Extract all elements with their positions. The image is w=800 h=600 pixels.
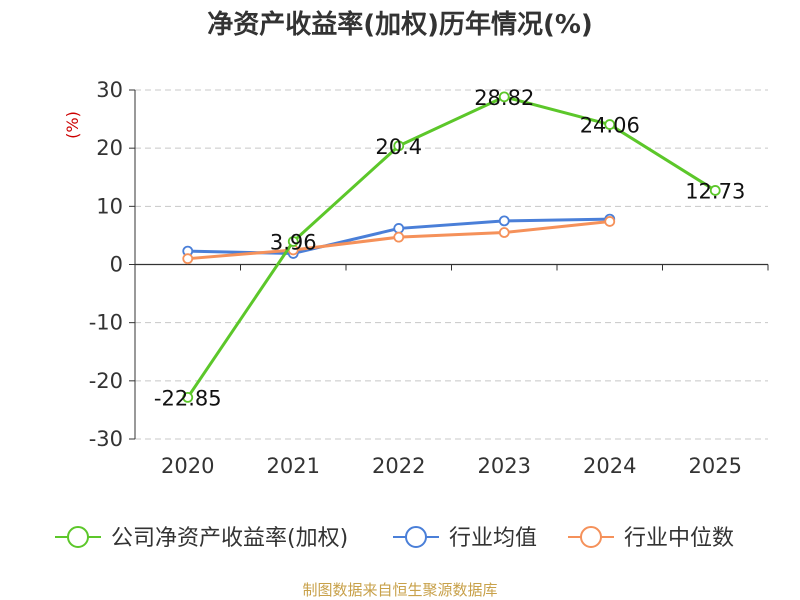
data-point	[498, 91, 510, 103]
legend-item: 行业均值	[393, 526, 537, 551]
legend-item: 行业中位数	[568, 526, 734, 551]
data-point	[604, 216, 616, 227]
data-label: 24.06	[580, 114, 640, 138]
x-tick-label: 2023	[478, 454, 531, 478]
x-tick-label: 2025	[689, 454, 742, 478]
legend-swatch-marker	[405, 526, 427, 548]
legend-swatch-marker	[580, 526, 602, 548]
series-lines	[182, 91, 721, 403]
data-label: -22.85	[154, 386, 222, 410]
data-point	[287, 236, 299, 247]
x-tick-label: 2022	[372, 454, 425, 478]
y-tick-label: 30	[96, 78, 123, 102]
chart-title: 净资产收益率(加权)历年情况(%)	[207, 9, 593, 40]
data-point	[709, 185, 721, 196]
y-tick-label: -20	[89, 369, 123, 393]
data-point	[498, 227, 510, 238]
legend: 公司净资产收益率(加权) 行业均值 行业中位数	[55, 526, 734, 551]
data-label: 28.82	[474, 86, 534, 110]
axes: 30 20 10 0 -10 -20 -30 2020 2021 2022 2023 2024 2025	[89, 78, 769, 478]
data-point	[393, 231, 405, 243]
data-point	[393, 223, 405, 234]
source-note: 制图数据来自恒生聚源数据库	[302, 581, 497, 599]
x-tick-label: 2020	[161, 454, 214, 478]
x-tick-label: 2024	[583, 454, 636, 478]
data-label: 12.73	[685, 179, 745, 203]
data-point	[182, 392, 194, 403]
legend-swatch-marker	[67, 526, 89, 548]
y-tick-label: 10	[96, 194, 123, 218]
data-point	[393, 140, 405, 152]
y-tick-label: -10	[89, 311, 123, 335]
data-point	[498, 215, 510, 227]
y-tick-label: 0	[110, 253, 123, 277]
legend-label: 行业均值	[449, 526, 537, 551]
legend-label: 行业中位数	[624, 526, 734, 551]
y-axis-unit-label: (%)	[63, 111, 82, 139]
data-labels: -22.85 3.96 20.4 28.82 24.06 12.73	[154, 86, 745, 411]
legend-label: 公司净资产收益率(加权)	[111, 526, 348, 551]
legend-item: 公司净资产收益率(加权)	[55, 526, 348, 551]
y-tick-label: -30	[89, 427, 123, 451]
x-tick-label: 2021	[267, 454, 320, 478]
data-point	[182, 253, 194, 265]
y-tick-label: 20	[96, 136, 123, 160]
gridlines	[135, 89, 768, 440]
data-point	[604, 119, 616, 130]
data-label: 20.4	[375, 135, 422, 159]
data-label: 3.96	[270, 230, 317, 254]
series-line	[186, 95, 717, 399]
